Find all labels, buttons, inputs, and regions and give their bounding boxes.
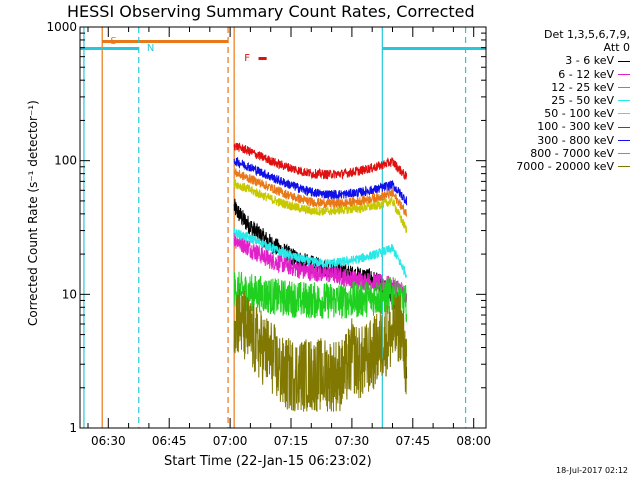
legend-entry: 6 - 12 keV — [516, 68, 630, 81]
legend-entries: 3 - 6 keV 6 - 12 keV 12 - 25 keV 25 - 50 ke… — [516, 54, 630, 173]
x-tick-label: 08:00 — [456, 434, 491, 448]
legend-entry: 12 - 25 keV — [516, 81, 630, 94]
flag-bar-n-0 — [80, 47, 139, 50]
x-axis-label: Start Time (22-Jan-15 06:23:02) — [164, 454, 372, 469]
y-tick-label: 100 — [54, 154, 77, 168]
series-line-8 — [233, 289, 408, 412]
x-tick-label: 07:00 — [213, 434, 248, 448]
legend-entry: 25 - 50 keV — [516, 94, 630, 107]
legend-entry: 100 - 300 keV — [516, 120, 630, 133]
generation-timestamp: 18-Jul-2017 02:12 — [556, 466, 629, 475]
legend-entry-label: 7000 - 20000 keV — [516, 160, 614, 174]
series-line-4 — [233, 178, 408, 234]
legend-entry-label: 800 - 7000 keV — [530, 146, 614, 160]
y-tick-label: 10 — [62, 287, 77, 301]
legend-swatch — [618, 166, 630, 168]
legend-entry-label: 3 - 6 keV — [565, 54, 614, 68]
y-tick-label: 1 — [69, 421, 77, 435]
series-line-7 — [233, 168, 408, 217]
y-tick-label: 1000 — [46, 20, 77, 34]
chart-title: HESSI Observing Summary Count Rates, Cor… — [67, 2, 475, 21]
legend-entry: 800 - 7000 keV — [516, 147, 630, 160]
legend-swatch — [618, 73, 630, 75]
x-tick-label: 07:30 — [335, 434, 370, 448]
x-tick-label: 06:30 — [91, 434, 126, 448]
legend-entry-label: 100 - 300 keV — [537, 120, 614, 134]
y-axis-label: Corrected Count Rate (s⁻¹ detector⁻¹) — [26, 100, 40, 326]
legend-swatch — [618, 126, 630, 128]
x-tick-label: 07:15 — [274, 434, 309, 448]
series-line-5 — [233, 142, 408, 181]
flag-annotation-s: S — [110, 36, 116, 47]
series-line-3 — [233, 228, 408, 279]
legend-swatch — [618, 113, 630, 115]
series-line-2 — [233, 271, 408, 323]
legend-entry-label: 6 - 12 keV — [558, 67, 614, 81]
plot-frame — [79, 26, 487, 429]
legend-swatch — [618, 60, 630, 62]
legend-swatch — [618, 152, 630, 154]
flag-bar-s-0 — [102, 40, 229, 43]
flag-bar-f-0 — [258, 57, 267, 60]
legend-entry: 3 - 6 keV — [516, 54, 630, 67]
series-line-1 — [233, 232, 408, 308]
legend-swatch — [618, 100, 630, 102]
legend-entry-label: 300 - 800 keV — [537, 133, 614, 147]
legend-entry-label: 50 - 100 keV — [544, 107, 614, 121]
legend-entry: 300 - 800 keV — [516, 134, 630, 147]
flag-annotation-n: N — [147, 43, 154, 54]
legend-header-line-2: Att 0 — [603, 41, 630, 55]
series-line-6 — [233, 157, 408, 206]
legend-entry: 7000 - 20000 keV — [516, 160, 630, 173]
legend-swatch — [618, 139, 630, 141]
legend-entry-label: 12 - 25 keV — [551, 80, 614, 94]
legend-swatch — [618, 86, 630, 88]
legend-entry: 50 - 100 keV — [516, 107, 630, 120]
legend-entry-label: 25 - 50 keV — [551, 94, 614, 108]
flag-bar-n-1 — [382, 47, 486, 50]
x-tick-label: 07:45 — [396, 434, 431, 448]
x-tick-label: 06:45 — [152, 434, 187, 448]
legend: Det 1,3,5,6,7,9, Att 0 3 - 6 keV 6 - 12 k… — [516, 28, 630, 173]
legend-header-line-1: Det 1,3,5,6,7,9, — [543, 28, 630, 41]
flag-annotation-f: F — [244, 53, 250, 64]
